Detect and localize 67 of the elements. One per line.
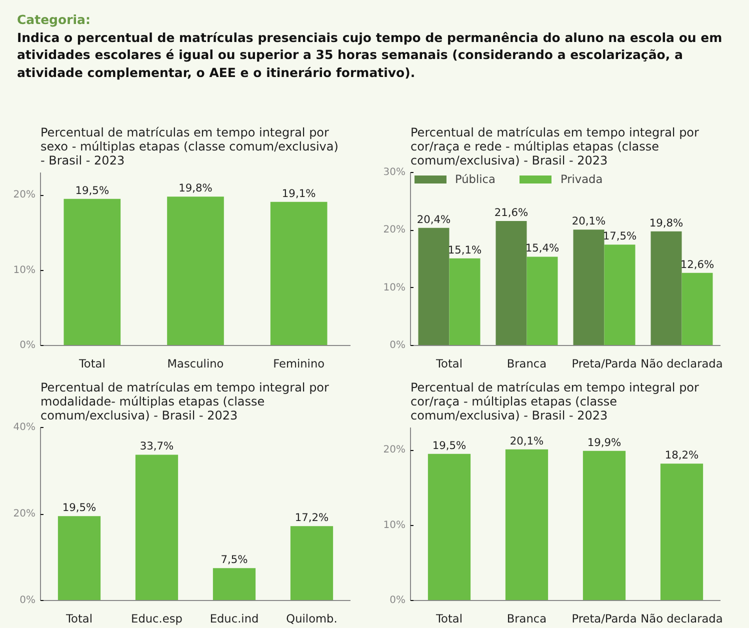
data-label: 19,5%: [75, 184, 110, 197]
bar: [682, 272, 713, 346]
y-tick-label: 20%: [13, 190, 36, 201]
x-tick-label: Educ.esp: [131, 612, 182, 626]
y-tick-label: 30%: [383, 167, 406, 178]
x-tick-label: Total: [435, 612, 462, 626]
y-tick-label: 40%: [13, 422, 36, 433]
y-tick-label: 20%: [383, 444, 406, 456]
data-label: 19,8%: [649, 216, 684, 230]
y-tick-label: 0%: [390, 595, 406, 606]
data-label: 17,5%: [602, 230, 637, 243]
y-tick-label: 0%: [390, 340, 406, 351]
y-tick-label: 0%: [20, 340, 36, 351]
data-label: 12,6%: [680, 258, 714, 271]
bar: [418, 228, 450, 346]
x-tick-label: Masculino: [167, 356, 224, 370]
text: Categoria:: [17, 11, 92, 29]
chart-title: Percentual de matrículas em tempo integral por modalidade- múltiplas etapas (classe comum/exclusiva) - Brasil - 2023: [40, 380, 330, 422]
data-label: 17,2%: [294, 511, 329, 524]
chart-title: Percentual de matrículas em tempo integral por cor/raça e rede - múltiplas etapas (classe comum/exclusiva) - Brasil - 2023: [410, 126, 700, 168]
y-tick-label: 10%: [13, 264, 36, 276]
x-tick-label: Quilomb.: [286, 612, 338, 626]
bar: [290, 526, 334, 600]
data-label: 33,7%: [140, 440, 174, 453]
y-tick-label: 20%: [13, 508, 36, 520]
x-tick-label: Feminino: [273, 356, 325, 370]
bar: [212, 568, 256, 600]
data-label: 15,1%: [448, 243, 482, 256]
data-label: 21,6%: [494, 206, 528, 219]
data-label: 20,4%: [416, 212, 451, 226]
bar: [650, 231, 682, 346]
bar: [58, 516, 101, 600]
y-tick-label: 0%: [20, 595, 36, 606]
text: Indica o percentual de matrículas presenciais cujo tempo de permanência do aluno na escola ou em atividades escolares é igual ou superior a 35 horas semanais (considerando a escolarização, a atividade complementar, o AEE e o itinerário formativo).: [17, 28, 724, 82]
x-tick-label: Total: [435, 356, 462, 370]
x-tick-label: Não declarada: [640, 612, 723, 626]
chart-title: Percentual de matrículas em tempo integral por cor/raça - múltiplas etapas (classe comum/exclusiva) - Brasil - 2023: [410, 380, 700, 422]
bar: [496, 220, 527, 346]
y-tick-label: 20%: [383, 224, 406, 236]
chart-title: Percentual de matrículas em tempo integral por sexo - múltiplas etapas (classe comum/exclusiva) - Brasil - 2023: [40, 126, 338, 168]
data-label: 18,2%: [664, 448, 699, 462]
x-tick-label: Branca: [506, 612, 547, 626]
data-label: 19,5%: [62, 501, 96, 514]
legend-label: Pública: [455, 172, 496, 186]
bar: [604, 244, 636, 346]
data-label: 20,1%: [572, 214, 606, 228]
bar: [526, 256, 558, 346]
x-tick-label: Preta/Parda: [572, 612, 637, 626]
x-tick-label: Branca: [506, 356, 547, 370]
data-label: 19,5%: [432, 438, 466, 452]
data-label: 7,5%: [220, 553, 248, 566]
y-tick-label: 10%: [383, 520, 406, 531]
data-label: 19,8%: [178, 182, 212, 195]
data-label: 19,1%: [282, 186, 316, 200]
bar: [573, 230, 604, 346]
x-tick-label: Preta/Parda: [572, 356, 637, 370]
data-label: 20,1%: [510, 434, 544, 448]
x-tick-label: Total: [78, 356, 106, 370]
x-tick-label: Educ.ind: [210, 612, 259, 626]
legend-label: Privada: [560, 172, 603, 186]
x-tick-label: Total: [65, 612, 92, 626]
data-label: 19,9%: [587, 436, 622, 449]
y-tick-label: 10%: [383, 282, 406, 294]
data-label: 15,4%: [525, 242, 560, 255]
x-tick-label: Não declarada: [640, 356, 723, 370]
bar: [135, 454, 178, 600]
bar: [449, 258, 480, 346]
